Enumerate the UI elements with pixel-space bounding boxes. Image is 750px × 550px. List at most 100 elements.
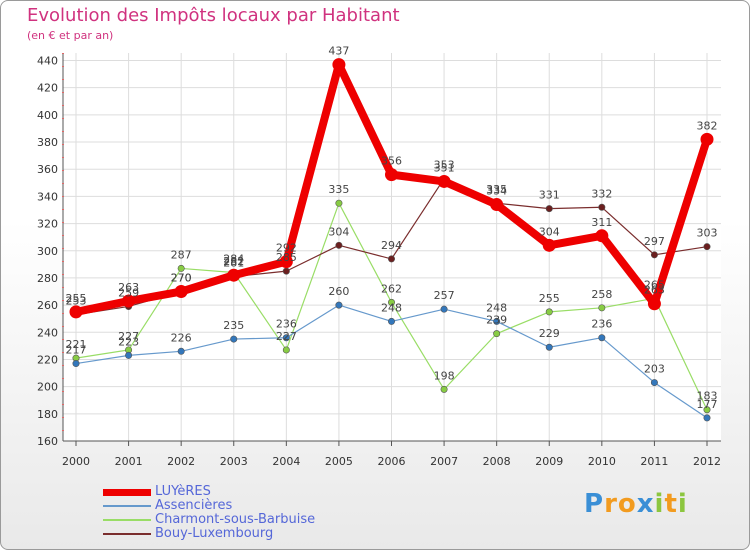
data-label: 239 bbox=[486, 314, 507, 327]
logo-letter: o bbox=[617, 489, 637, 519]
data-label: 287 bbox=[171, 248, 192, 261]
y-tick-label: 240 bbox=[37, 326, 58, 339]
data-point bbox=[598, 203, 606, 211]
data-point bbox=[177, 264, 185, 272]
data-label: 248 bbox=[486, 301, 507, 314]
data-label: 226 bbox=[171, 331, 192, 344]
data-point bbox=[542, 238, 556, 252]
data-point bbox=[230, 335, 238, 343]
legend-swatch bbox=[103, 533, 151, 535]
data-point bbox=[282, 334, 290, 342]
x-tick-label: 2012 bbox=[693, 455, 721, 468]
y-tick-label: 340 bbox=[37, 190, 58, 203]
data-point bbox=[598, 334, 606, 342]
data-point bbox=[125, 351, 133, 359]
legend-item: Charmont-sous-Barbuise bbox=[103, 513, 315, 527]
data-label: 217 bbox=[66, 344, 87, 357]
data-point bbox=[282, 267, 290, 275]
data-label: 297 bbox=[644, 235, 665, 248]
logo-letter: i bbox=[677, 489, 688, 519]
logo-letter: t bbox=[664, 489, 678, 519]
data-label: 335 bbox=[328, 183, 349, 196]
data-label: 334 bbox=[486, 185, 507, 198]
data-label: 270 bbox=[171, 272, 192, 285]
data-label: 263 bbox=[644, 284, 665, 297]
data-label: 262 bbox=[381, 282, 402, 295]
data-point bbox=[174, 285, 188, 299]
data-label: 255 bbox=[66, 292, 87, 305]
proxiti-logo: Proxiti bbox=[584, 489, 688, 519]
data-point bbox=[647, 297, 661, 311]
legend-item: Bouy-Luxembourg bbox=[103, 527, 315, 541]
data-point bbox=[69, 305, 83, 319]
data-point bbox=[703, 406, 711, 414]
y-tick-label: 300 bbox=[37, 245, 58, 258]
y-tick-label: 260 bbox=[37, 299, 58, 312]
data-point bbox=[440, 385, 448, 393]
logo-letter: P bbox=[584, 489, 605, 519]
data-label: 198 bbox=[434, 369, 455, 382]
y-tick-label: 380 bbox=[37, 136, 58, 149]
data-point bbox=[387, 298, 395, 306]
data-point bbox=[700, 132, 714, 146]
chart-subtitle: (en € et par an) bbox=[27, 29, 114, 42]
x-tick-label: 2006 bbox=[378, 455, 406, 468]
x-tick-label: 2003 bbox=[220, 455, 248, 468]
data-point bbox=[335, 199, 343, 207]
x-tick-label: 2000 bbox=[62, 455, 90, 468]
data-label: 235 bbox=[223, 319, 244, 332]
x-tick-label: 2005 bbox=[325, 455, 353, 468]
legend-label: Charmont-sous-Barbuise bbox=[155, 512, 316, 527]
data-label: 285 bbox=[276, 251, 297, 264]
data-label: 177 bbox=[697, 398, 718, 411]
chart-title: Evolution des Impôts locaux par Habitant bbox=[27, 5, 400, 26]
y-tick-label: 280 bbox=[37, 272, 58, 285]
data-label: 229 bbox=[539, 327, 560, 340]
legend-label: Assencières bbox=[155, 498, 233, 513]
y-tick-label: 360 bbox=[37, 163, 58, 176]
x-tick-label: 2010 bbox=[588, 455, 616, 468]
y-tick-label: 200 bbox=[37, 381, 58, 394]
data-point bbox=[598, 304, 606, 312]
data-point bbox=[493, 330, 501, 338]
x-tick-label: 2001 bbox=[115, 455, 143, 468]
data-label: 259 bbox=[118, 286, 139, 299]
data-label: 263 bbox=[118, 281, 139, 294]
data-point bbox=[493, 317, 501, 325]
data-point bbox=[650, 379, 658, 387]
y-tick-label: 160 bbox=[37, 435, 58, 448]
x-tick-label: 2009 bbox=[535, 455, 563, 468]
data-label: 227 bbox=[118, 330, 139, 343]
data-label: 311 bbox=[591, 216, 612, 229]
data-point bbox=[385, 168, 398, 182]
data-point bbox=[650, 251, 658, 259]
data-label: 281 bbox=[223, 257, 244, 270]
data-point bbox=[387, 255, 395, 263]
data-label: 270 bbox=[171, 272, 192, 285]
data-point bbox=[437, 174, 451, 188]
data-label: 258 bbox=[591, 288, 612, 301]
data-point bbox=[703, 243, 711, 251]
legend-label: Bouy-Luxembourg bbox=[155, 526, 274, 541]
data-point bbox=[177, 347, 185, 355]
data-label: 284 bbox=[223, 252, 244, 265]
data-label: 236 bbox=[276, 318, 297, 331]
data-point bbox=[440, 305, 448, 313]
data-label: 353 bbox=[434, 159, 455, 172]
data-label: 292 bbox=[276, 242, 297, 255]
data-point bbox=[703, 414, 711, 422]
data-point bbox=[545, 343, 553, 351]
data-label: 331 bbox=[539, 189, 560, 202]
data-label: 382 bbox=[697, 119, 718, 132]
y-tick-label: 180 bbox=[37, 408, 58, 421]
logo-letter: i bbox=[654, 489, 665, 519]
data-point bbox=[387, 317, 395, 325]
data-label: 227 bbox=[276, 330, 297, 343]
data-point bbox=[335, 241, 343, 249]
data-point bbox=[545, 308, 553, 316]
data-point bbox=[490, 198, 504, 212]
data-label: 437 bbox=[328, 45, 349, 58]
legend-swatch bbox=[103, 505, 151, 507]
data-label: 304 bbox=[328, 225, 349, 238]
data-label: 351 bbox=[434, 161, 455, 174]
